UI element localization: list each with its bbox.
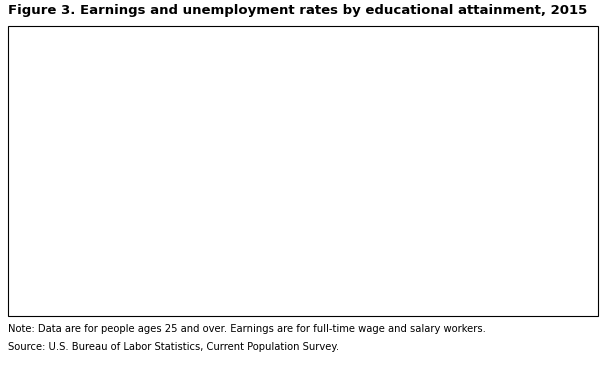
Text: Master’s degree: Master’s degree	[100, 140, 188, 150]
Text: Doctoral degree: Doctoral degree	[100, 88, 188, 98]
Bar	[421, 110, 448, 128]
Bar	[194, 84, 378, 102]
Text: 5.0: 5.0	[489, 218, 508, 228]
Text: $1,623: $1,623	[338, 88, 376, 98]
Text: Bachelor’s degree: Bachelor’s degree	[89, 166, 188, 176]
Text: 3.8: 3.8	[468, 192, 486, 202]
Text: Note: Data are for people ages 25 and over. Earnings are for full-time wage and : Note: Data are for people ages 25 and ov…	[8, 324, 486, 334]
Bar	[421, 84, 451, 102]
Text: Figure 3. Earnings and unemployment rates by educational attainment, 2015: Figure 3. Earnings and unemployment rate…	[8, 4, 587, 17]
Text: 1.7: 1.7	[431, 88, 449, 98]
Text: $1,137: $1,137	[282, 166, 321, 176]
Text: Some college, no degree: Some college, no degree	[52, 218, 188, 228]
Text: Median usual
weekly earnings: Median usual weekly earnings	[262, 58, 353, 80]
Text: 2.8: 2.8	[451, 166, 468, 176]
Text: Less than a high school diploma: Less than a high school diploma	[13, 270, 188, 280]
Bar	[194, 162, 323, 180]
Bar	[194, 187, 284, 207]
Text: Source: U.S. Bureau of Labor Statistics, Current Population Survey.: Source: U.S. Bureau of Labor Statistics,…	[8, 342, 339, 352]
Bar	[194, 136, 346, 154]
Text: $798: $798	[255, 192, 283, 202]
Text: 5.4: 5.4	[497, 244, 514, 254]
Text: Associate’s degree: Associate’s degree	[85, 192, 188, 202]
Bar	[421, 214, 509, 232]
Bar	[194, 240, 271, 258]
Text: High school diploma: High school diploma	[77, 244, 188, 254]
Text: $493: $493	[220, 270, 248, 280]
Text: $1,730: $1,730	[350, 114, 388, 124]
Bar	[194, 266, 250, 284]
Bar	[421, 240, 517, 258]
Text: $678: $678	[241, 244, 269, 254]
Text: All workers: 4.3 percent: All workers: 4.3 percent	[445, 290, 574, 300]
Bar	[421, 136, 463, 154]
Bar	[194, 110, 390, 128]
Bar	[421, 162, 471, 180]
Text: 8.0: 8.0	[543, 270, 560, 280]
Text: All workers: $860: All workers: $860	[260, 290, 355, 300]
Text: $738: $738	[248, 218, 276, 228]
Bar	[421, 266, 563, 284]
Text: Unemployment
rate (percent): Unemployment rate (percent)	[466, 58, 552, 80]
Bar	[421, 187, 488, 207]
Text: $1,341: $1,341	[305, 140, 344, 150]
Bar	[194, 214, 278, 232]
Text: 1.5: 1.5	[427, 114, 445, 124]
Text: 2.4: 2.4	[443, 140, 462, 150]
Text: Professional degree: Professional degree	[81, 114, 188, 124]
